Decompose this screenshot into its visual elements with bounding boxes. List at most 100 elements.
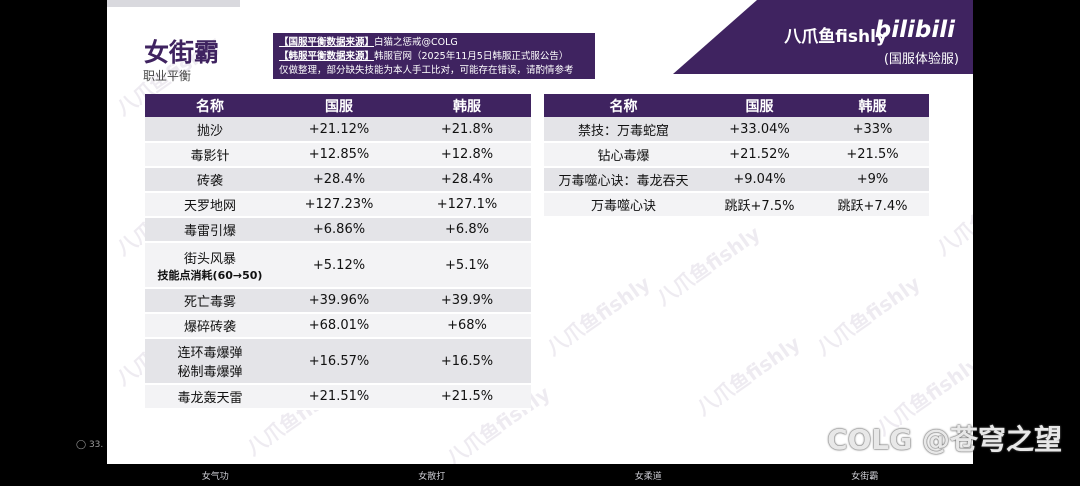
skill-name: 死亡毒雾 (183, 295, 236, 310)
value-kr: +21.8% (403, 117, 531, 143)
value-kr: +68% (403, 313, 531, 339)
skill-name-cell: 禁技：万毒蛇窟 (544, 117, 703, 143)
table-row: 毒龙轰天雷 +21.51% +21.5% (145, 384, 531, 410)
value-kr: +16.5% (403, 338, 531, 385)
skill-name: 天罗地网 (183, 199, 236, 214)
table-row: 连环毒爆弹 秘制毒爆弹 +16.57% +16.5% (145, 338, 531, 385)
view-counter-value: 33. (88, 440, 104, 450)
table-row: 街头风暴 技能点消耗(60→50) +5.12% +5.1% (145, 242, 531, 289)
skill-name: 毒龙轰天雷 (177, 391, 243, 406)
skill-name: 抛沙 (196, 123, 223, 139)
skill-name-cell: 砖袭 (145, 167, 275, 193)
skill-name-cell: 万毒噬心诀：毒龙吞天 (544, 167, 703, 193)
value-cn: +21.52% (703, 142, 816, 168)
slide-nav: 女气功 女散打 女柔道 女街霸 (107, 464, 973, 486)
header-kr: 韩服 (816, 94, 929, 117)
skill-name: 万毒噬心诀：毒龙吞天 (558, 174, 689, 189)
value-kr: +28.4% (403, 167, 531, 193)
value-kr: 跳跃+7.4% (816, 192, 929, 218)
nav-item-nv-qigong[interactable]: 女气功 (201, 471, 229, 482)
nav-item-nv-jieba[interactable]: 女街霸 (851, 471, 879, 482)
source-line-kr: 【韩服平衡数据来源】韩服官网（2025年11月5日韩服正式服公告） (279, 50, 595, 64)
skill-name: 禁技：万毒蛇窟 (577, 123, 669, 139)
source-tag-kr: 【韩服平衡数据来源】 (279, 51, 375, 62)
value-cn: +16.57% (275, 338, 403, 385)
value-cn: +39.96% (275, 288, 403, 314)
value-kr: +12.8% (403, 142, 531, 168)
nav-item-nv-sanda[interactable]: 女散打 (418, 471, 446, 482)
value-cn: +21.51% (275, 384, 403, 410)
source-text-cn: 白猫之惩戒@COLG (374, 37, 458, 48)
skill-name: 爆碎砖袭 (183, 320, 236, 335)
skill-name: 毒雷引爆 (183, 224, 236, 239)
view-counter: ◯ 33. (76, 440, 104, 450)
value-cn: +28.4% (275, 167, 403, 193)
value-kr: +5.1% (403, 242, 531, 289)
source-text-kr: 韩服官网（2025年11月5日韩服正式服公告） (374, 51, 569, 62)
header-cn: 国服 (275, 94, 403, 117)
table-row: 天罗地网 +127.23% +127.1% (145, 192, 531, 218)
colg-watermark: COLG @苍穹之望 (827, 423, 1062, 456)
header-name: 名称 (544, 94, 703, 117)
value-kr: +9% (816, 167, 929, 193)
skill-name-cell: 毒龙轰天雷 (145, 384, 275, 410)
watermark-text: 八爪鱼fishly (931, 171, 973, 261)
skill-name-cell: 连环毒爆弹 秘制毒爆弹 (145, 338, 275, 385)
value-cn: +127.23% (275, 192, 403, 218)
value-cn: 跳跃+7.5% (703, 192, 816, 218)
header-cn: 国服 (703, 94, 816, 117)
skill-name-cell: 抛沙 (145, 117, 275, 143)
value-cn: +6.86% (275, 217, 403, 243)
table-row: 爆碎砖袭 +68.01% +68% (145, 313, 531, 339)
value-cn: +33.04% (703, 117, 816, 143)
skill-name-cell: 死亡毒雾 (145, 288, 275, 314)
table-row: 砖袭 +28.4% +28.4% (145, 167, 531, 193)
watermark-text: 八爪鱼fishly (811, 271, 925, 361)
slide: 八爪鱼fishly 八爪鱼fishly 八爪鱼fishly 八爪鱼fishly 八爪鱼f… (107, 0, 973, 464)
skill-name: 万毒噬心诀 (590, 199, 656, 214)
bilibili-logo: bilibili (874, 17, 955, 43)
skill-name-cell: 毒雷引爆 (145, 217, 275, 243)
table-row: 钻心毒爆 +21.52% +21.5% (544, 142, 929, 168)
table-row: 万毒噬心诀：毒龙吞天 +9.04% +9% (544, 167, 929, 193)
watermark-text: 八爪鱼fishly (691, 331, 805, 421)
value-cn: +9.04% (703, 167, 816, 193)
skill-name-cell: 街头风暴 技能点消耗(60→50) (145, 242, 275, 289)
table-row: 死亡毒雾 +39.96% +39.9% (145, 288, 531, 314)
value-kr: +21.5% (403, 384, 531, 410)
page-subtitle: 职业平衡 (143, 69, 192, 83)
value-kr: +39.9% (403, 288, 531, 314)
balance-table-right: 名称 国服 韩服 禁技：万毒蛇窟 +33.04% +33% 钻心毒爆 +21.52% +2… (544, 94, 929, 218)
skill-name-cell: 天罗地网 (145, 192, 275, 218)
table-row: 抛沙 +21.12% +21.8% (145, 117, 531, 143)
value-kr: +21.5% (816, 142, 929, 168)
value-cn: +5.12% (275, 242, 403, 289)
source-line-cn: 【国服平衡数据来源】白猫之惩戒@COLG (279, 36, 595, 50)
watermark-text: 八爪鱼fishly (541, 271, 655, 361)
table-row: 禁技：万毒蛇窟 +33.04% +33% (544, 117, 929, 143)
top-tab (107, 0, 240, 7)
source-note: 【国服平衡数据来源】白猫之惩戒@COLG 【韩服平衡数据来源】韩服官网（2025… (273, 33, 595, 79)
table-row: 毒雷引爆 +6.86% +6.8% (145, 217, 531, 243)
skill-name-cell: 万毒噬心诀 (544, 192, 703, 218)
page-title: 女街霸 (144, 38, 220, 67)
header-name: 名称 (145, 94, 275, 117)
value-kr: +33% (816, 117, 929, 143)
value-cn: +21.12% (275, 117, 403, 143)
skill-name: 钻心毒爆 (597, 149, 650, 164)
skill-name-cell: 钻心毒爆 (544, 142, 703, 168)
value-cn: +68.01% (275, 313, 403, 339)
skill-name: 连环毒爆弹 (177, 346, 243, 361)
nav-item-nv-roudao[interactable]: 女柔道 (634, 471, 662, 482)
table-row: 毒影针 +12.85% +12.8% (145, 142, 531, 168)
value-kr: +127.1% (403, 192, 531, 218)
server-label: (国服体验服) (883, 52, 959, 67)
skill-name-cell: 毒影针 (145, 142, 275, 168)
watermark-text: 八爪鱼fishly (651, 221, 765, 311)
skill-name: 毒影针 (190, 149, 230, 164)
skill-name-cell: 爆碎砖袭 (145, 313, 275, 339)
value-cn: +12.85% (275, 142, 403, 168)
skill-name: 街头风暴 (183, 251, 236, 267)
table-row: 万毒噬心诀 跳跃+7.5% 跳跃+7.4% (544, 192, 929, 218)
source-disclaimer: 仅做整理，部分缺失技能为本人手工比对，可能存在错误，请酌情参考 (279, 65, 574, 76)
